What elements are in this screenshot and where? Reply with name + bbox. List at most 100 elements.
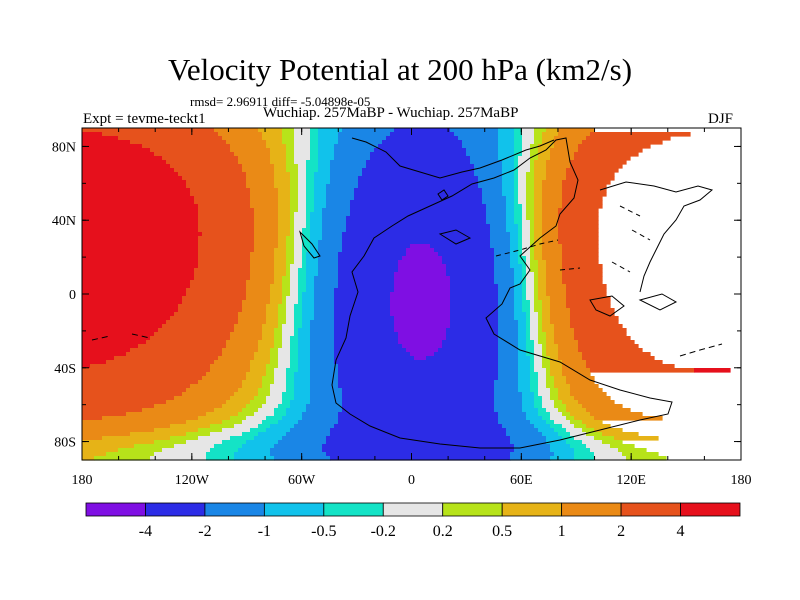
field-fill-cell xyxy=(302,312,315,317)
field-fill-cell xyxy=(290,428,331,433)
field-fill-cell xyxy=(570,384,599,389)
field-fill-cell xyxy=(82,156,163,161)
field-fill-cell xyxy=(546,408,559,413)
field-fill-cell xyxy=(306,272,319,277)
field-fill-cell xyxy=(298,348,311,353)
field-fill-cell xyxy=(542,256,563,261)
field-fill-cell xyxy=(314,312,335,317)
field-fill-cell xyxy=(502,192,515,197)
field-fill-cell xyxy=(538,388,551,393)
field-fill-cell xyxy=(294,128,311,133)
field-fill-cell xyxy=(294,324,303,329)
field-fill-cell xyxy=(542,312,551,317)
field-fill-cell xyxy=(274,372,287,377)
field-fill-cell xyxy=(526,328,531,333)
field-fill-cell xyxy=(306,172,315,177)
field-fill-cell xyxy=(298,336,311,341)
coastline-fragment-1 xyxy=(91,333,723,357)
field-fill-cell xyxy=(314,288,335,293)
field-fill-cell xyxy=(534,404,543,409)
field-fill-cell xyxy=(274,172,291,177)
field-fill-cell xyxy=(466,152,499,157)
field-fill-cell xyxy=(570,320,619,325)
field-fill-cell xyxy=(538,144,555,149)
field-fill-cell xyxy=(266,372,275,377)
field-fill-cell xyxy=(498,128,515,133)
field-fill-cell xyxy=(194,268,251,273)
field-fill-cell xyxy=(82,416,103,421)
field-fill-cell xyxy=(534,308,543,313)
field-fill-cell xyxy=(82,152,155,157)
field-fill-cell xyxy=(546,128,559,133)
field-fill-cell xyxy=(534,168,547,173)
field-fill-cell xyxy=(342,408,495,413)
field-fill-cell xyxy=(554,140,583,145)
field-fill-cell xyxy=(334,336,399,341)
field-fill-cell xyxy=(538,296,551,301)
field-fill-cell xyxy=(326,200,351,205)
field-fill-cell xyxy=(514,188,519,193)
field-fill-cell xyxy=(494,260,511,265)
field-fill-cell xyxy=(514,284,523,289)
field-fill-cell xyxy=(314,292,335,297)
field-fill-cell xyxy=(290,228,295,233)
field-fill-cell xyxy=(282,296,287,301)
field-fill-cell xyxy=(534,172,547,177)
field-fill-cell xyxy=(518,192,527,197)
field-fill-cell xyxy=(314,300,335,305)
field-fill-cell xyxy=(530,228,535,233)
field-fill-cell xyxy=(386,136,459,141)
field-fill-cell xyxy=(534,368,547,373)
field-fill-cell xyxy=(446,328,499,333)
field-fill-cell xyxy=(290,360,299,365)
field-fill-cell xyxy=(238,388,259,393)
field-fill-cell xyxy=(450,308,499,313)
field-fill-cell xyxy=(542,324,555,329)
field-fill-cell xyxy=(82,172,179,177)
field-fill-cell xyxy=(82,452,107,457)
field-fill-cell xyxy=(522,204,527,209)
field-fill-cell xyxy=(286,252,295,257)
field-fill-cell xyxy=(518,224,523,229)
field-fill-cell xyxy=(474,172,503,177)
field-fill-cell xyxy=(514,192,519,197)
field-fill-cell xyxy=(286,412,303,417)
field-fill-cell xyxy=(150,148,231,153)
field-fill-cell xyxy=(82,444,135,449)
x-tick-label: 120E xyxy=(616,473,646,488)
field-fill-cell xyxy=(530,148,539,153)
field-fill-cell xyxy=(338,376,499,381)
field-fill-cell xyxy=(322,216,347,221)
field-fill-cell xyxy=(518,368,531,373)
field-fill-cell xyxy=(302,320,311,325)
field-fill-cell xyxy=(538,276,547,281)
y-tick-label: 80N xyxy=(52,140,76,155)
field-fill-cell xyxy=(514,304,523,309)
field-fill-cell xyxy=(542,212,559,217)
field-fill-cell xyxy=(306,268,319,273)
field-fill-cell xyxy=(214,360,251,365)
field-fill-cell xyxy=(82,168,175,173)
field-fill-cell xyxy=(82,376,203,381)
field-fill-cell xyxy=(90,364,211,369)
field-fill-cell xyxy=(326,188,355,193)
field-fill-cell xyxy=(286,376,295,381)
field-fill-cell xyxy=(314,280,339,285)
field-fill-cell xyxy=(530,232,535,237)
field-fill-cell xyxy=(310,344,335,349)
field-fill-cell xyxy=(494,388,519,393)
field-fill-cell xyxy=(530,320,539,325)
coastline-pangea xyxy=(331,137,673,449)
field-fill-cell xyxy=(506,224,519,229)
field-fill-cell xyxy=(198,216,255,221)
field-fill-cell xyxy=(514,216,523,221)
field-fill-cell xyxy=(522,212,527,217)
field-fill-cell xyxy=(82,308,179,313)
field-fill-cell xyxy=(514,288,523,293)
field-fill-cell xyxy=(562,424,575,429)
field-fill-cell xyxy=(430,244,491,249)
field-fill-cell xyxy=(294,424,335,429)
field-fill-cell xyxy=(270,148,287,153)
field-fill-cell xyxy=(334,328,395,333)
field-fill-cell xyxy=(290,400,311,405)
